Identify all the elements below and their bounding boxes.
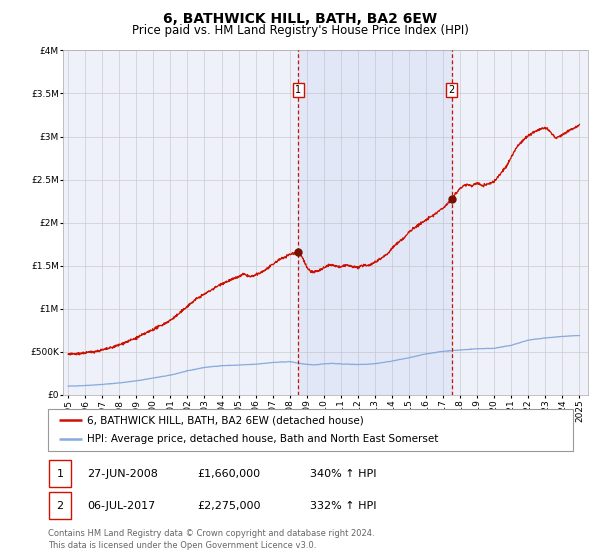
Text: HPI: Average price, detached house, Bath and North East Somerset: HPI: Average price, detached house, Bath… [88, 435, 439, 445]
Bar [49, 460, 71, 487]
Text: 332% ↑ HPI: 332% ↑ HPI [311, 501, 377, 511]
Text: 1: 1 [295, 85, 301, 95]
Bar [49, 492, 71, 519]
Text: £2,275,000: £2,275,000 [197, 501, 261, 511]
Text: Contains HM Land Registry data © Crown copyright and database right 2024.: Contains HM Land Registry data © Crown c… [48, 529, 374, 538]
Text: £1,660,000: £1,660,000 [197, 469, 261, 479]
Text: 340% ↑ HPI: 340% ↑ HPI [311, 469, 377, 479]
Text: 27-JUN-2008: 27-JUN-2008 [88, 469, 158, 479]
Text: 2: 2 [449, 85, 455, 95]
Text: 6, BATHWICK HILL, BATH, BA2 6EW: 6, BATHWICK HILL, BATH, BA2 6EW [163, 12, 437, 26]
Text: 6, BATHWICK HILL, BATH, BA2 6EW (detached house): 6, BATHWICK HILL, BATH, BA2 6EW (detache… [88, 415, 364, 425]
Text: 1: 1 [56, 469, 64, 479]
Text: Price paid vs. HM Land Registry's House Price Index (HPI): Price paid vs. HM Land Registry's House … [131, 24, 469, 37]
Text: 2: 2 [56, 501, 64, 511]
Text: This data is licensed under the Open Government Licence v3.0.: This data is licensed under the Open Gov… [48, 541, 316, 550]
Text: 06-JUL-2017: 06-JUL-2017 [88, 501, 155, 511]
Bar [298, 50, 452, 395]
